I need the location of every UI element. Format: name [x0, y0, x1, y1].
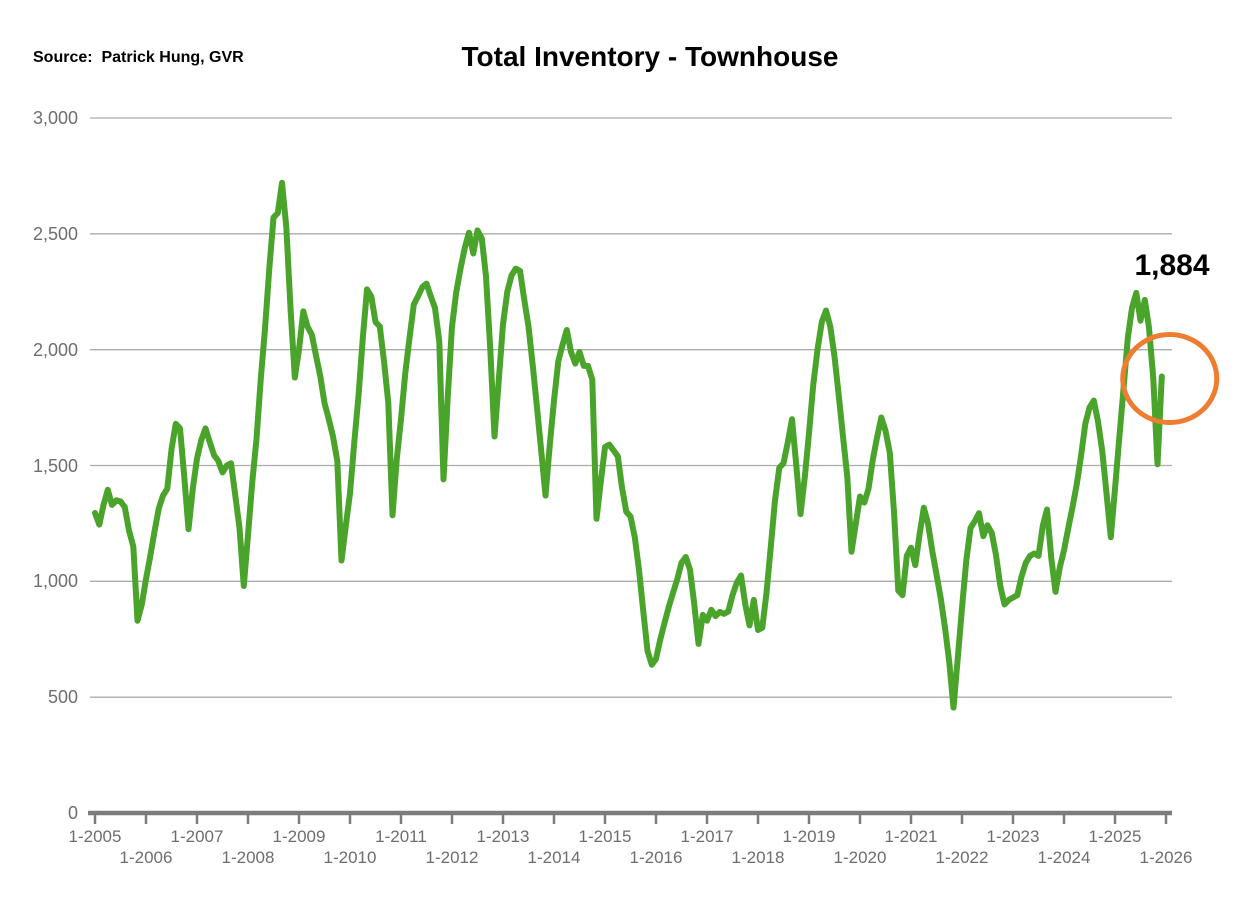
- x-axis-tick-label: 1-2012: [425, 848, 479, 867]
- y-axis-tick-label: 500: [47, 687, 78, 708]
- x-axis-tick-label: 1-2018: [731, 848, 785, 867]
- y-axis-tick-label: 2,000: [32, 339, 78, 360]
- x-axis-tick-label: 1-2020: [833, 848, 887, 867]
- y-axis-tick-label: 0: [67, 803, 78, 823]
- x-axis-tick-label: 1-2007: [170, 827, 224, 846]
- x-axis-tick-label: 1-2011: [375, 827, 427, 846]
- x-axis-tick-label: 1-2019: [782, 827, 836, 846]
- x-axis-tick-label: 1-2013: [476, 827, 530, 846]
- y-axis-tick-label: 1,000: [32, 571, 78, 592]
- x-axis-tick-label: 1-2016: [629, 848, 683, 867]
- x-axis-tick-label: 1-2014: [527, 848, 581, 867]
- x-axis-tick-label: 1-2010: [323, 848, 377, 867]
- x-axis-tick-label: 1-2009: [272, 827, 326, 846]
- chart-title: Total Inventory - Townhouse: [461, 41, 839, 72]
- source-credit: Source: Patrick Hung, GVR: [33, 49, 244, 66]
- x-axis-tick-label: 1-2024: [1037, 848, 1091, 867]
- latest-value-label: 1,884: [1134, 249, 1210, 282]
- x-axis-tick-label: 1-2023: [986, 827, 1040, 846]
- y-axis-tick-label: 3,000: [32, 108, 78, 128]
- y-axis-tick-label: 1,500: [32, 455, 78, 476]
- x-axis-tick-label: 1-2025: [1088, 827, 1142, 846]
- y-axis-tick-label: 2,500: [32, 223, 78, 244]
- x-axis-tick-label: 1-2008: [221, 848, 275, 867]
- x-axis-tick-label: 1-2021: [884, 827, 938, 846]
- x-axis-tick-label: 1-2017: [680, 827, 734, 846]
- x-axis-tick-label: 1-2026: [1139, 848, 1193, 867]
- x-axis-tick-label: 1-2015: [578, 827, 632, 846]
- highlight-circle: [1120, 332, 1220, 426]
- x-axis-tick-label: 1-2005: [68, 827, 122, 846]
- inventory-series-line: [92, 179, 1165, 711]
- x-axis-tick-label: 1-2006: [119, 848, 173, 867]
- x-axis-tick-label: 1-2022: [935, 848, 989, 867]
